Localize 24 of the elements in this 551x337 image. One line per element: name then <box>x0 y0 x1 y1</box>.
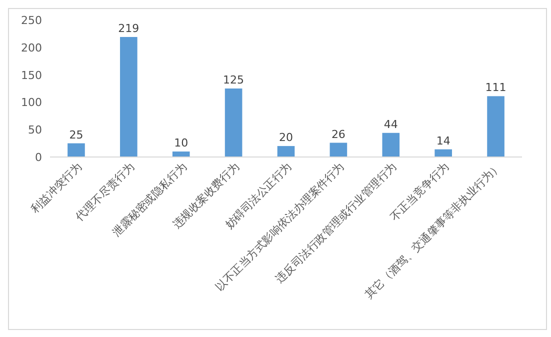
y-tick-label: 200 <box>21 41 42 54</box>
bar <box>487 96 504 157</box>
data-label: 219 <box>118 22 140 35</box>
data-label: 44 <box>384 118 398 131</box>
y-tick-label: 250 <box>21 14 42 27</box>
bar <box>172 152 190 157</box>
y-tick-label: 50 <box>28 124 42 137</box>
data-label: 111 <box>485 81 506 94</box>
data-label: 20 <box>279 131 293 144</box>
bar <box>120 36 138 157</box>
data-label: 26 <box>331 128 346 141</box>
y-tick-label: 150 <box>21 68 42 82</box>
bar <box>68 143 85 157</box>
data-label: 125 <box>223 74 244 86</box>
y-tick-label: 100 <box>21 96 42 110</box>
data-label: 25 <box>69 128 84 142</box>
bar <box>330 142 348 157</box>
bar <box>277 146 295 157</box>
bar <box>224 88 242 157</box>
data-label: 14 <box>436 134 450 148</box>
bar <box>382 132 400 157</box>
data-label: 10 <box>174 136 188 150</box>
y-tick-label: 0 <box>35 151 42 164</box>
bar <box>434 149 452 157</box>
